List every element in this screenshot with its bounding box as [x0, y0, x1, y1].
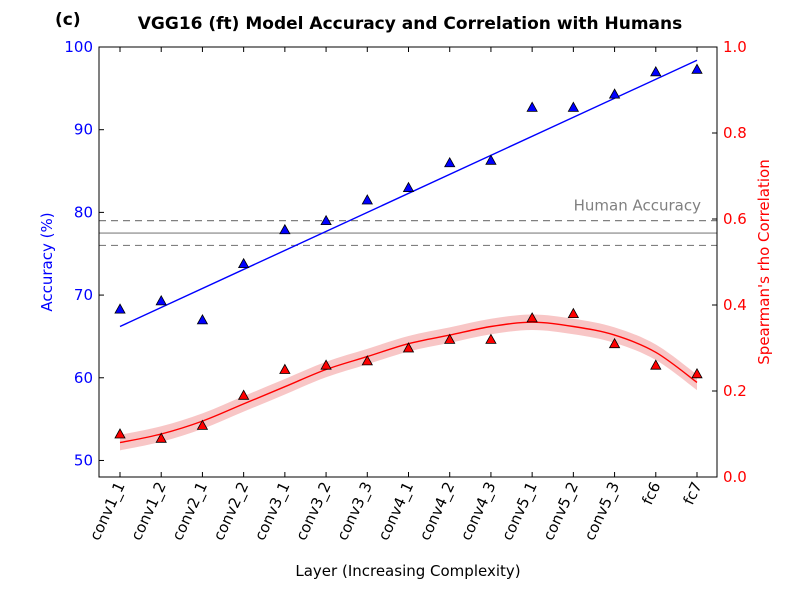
x-tick-label: conv1_2	[127, 479, 171, 544]
accuracy-marker	[650, 65, 662, 77]
y-right-tick-label: 0.2	[723, 382, 747, 400]
correlation-marker	[608, 337, 621, 349]
y-left-tick-label: 90	[74, 121, 93, 139]
x-tick-label: conv2_2	[210, 479, 254, 544]
confidence-band-layer	[120, 314, 697, 451]
correlation-marker	[320, 359, 332, 370]
correlation-marker	[237, 389, 250, 400]
correlation-marker	[196, 419, 209, 430]
y-left-tick-label: 60	[74, 369, 93, 387]
correlation-confidence-band	[120, 314, 697, 451]
accuracy-marker	[279, 223, 291, 235]
x-tick-label: fc6	[638, 479, 664, 508]
fit-lines	[119, 59, 698, 444]
correlation-marker	[155, 432, 167, 443]
y-left-tick-label: 80	[74, 203, 93, 221]
x-axis-label: Layer (Increasing Complexity)	[295, 562, 520, 580]
panel-label: (c)	[55, 10, 81, 30]
accuracy-marker	[361, 194, 373, 205]
data-markers	[114, 63, 703, 443]
x-tick-label: conv5_2	[539, 479, 583, 544]
accuracy-marker	[196, 314, 209, 325]
accuracy-marker	[526, 101, 538, 112]
x-tick-label: conv1_1	[86, 479, 130, 544]
y-axis-left-label: Accuracy (%)	[38, 212, 56, 311]
correlation-marker	[114, 428, 126, 439]
plot-frame	[98, 46, 718, 478]
accuracy-marker	[691, 63, 703, 74]
accuracy-fit-line	[119, 59, 698, 328]
y-left-tick-label: 70	[74, 286, 93, 304]
correlation-marker	[361, 355, 373, 366]
accuracy-marker	[114, 303, 126, 314]
accuracy-marker	[567, 101, 580, 112]
x-tick-label: conv2_1	[168, 479, 212, 544]
x-tick-label: conv5_1	[498, 479, 542, 544]
accuracy-marker	[444, 156, 456, 168]
accuracy-marker	[402, 181, 415, 192]
correlation-marker	[402, 342, 415, 353]
correlation-marker	[691, 367, 703, 379]
x-tick-label: conv3_2	[292, 479, 336, 544]
y-axis-right-label: Spearman's rho Correlation	[755, 159, 773, 364]
x-tick-label: conv4_3	[457, 479, 501, 544]
correlation-marker	[567, 307, 580, 319]
y-right-tick-label: 0.0	[723, 468, 747, 486]
correlation-marker	[526, 312, 538, 323]
x-tick-label: conv3_1	[251, 479, 295, 544]
human-accuracy-label: Human Accuracy	[574, 197, 701, 215]
x-tick-label: conv4_2	[416, 479, 460, 544]
x-tick-label: fc7	[680, 479, 706, 508]
y-left-tick-label: 100	[64, 38, 93, 56]
accuracy-marker	[485, 154, 497, 165]
x-tick-label: conv5_3	[581, 479, 625, 544]
x-tick-label: conv3_3	[333, 479, 377, 544]
y-right-tick-label: 0.8	[723, 124, 747, 142]
correlation-marker	[485, 333, 497, 344]
y-right-tick-label: 0.4	[723, 296, 747, 314]
y-right-tick-label: 1.0	[723, 38, 747, 56]
human-accuracy-reference	[99, 220, 717, 247]
accuracy-marker	[608, 88, 621, 99]
accuracy-marker	[320, 214, 332, 226]
y-right-tick-label: 0.6	[723, 210, 747, 228]
accuracy-marker	[155, 295, 167, 306]
correlation-marker	[279, 363, 291, 374]
correlation-marker	[444, 333, 456, 344]
accuracy-marker	[237, 257, 250, 269]
axes: 50607080901000.00.20.40.60.81.0conv1_1co…	[64, 38, 747, 544]
correlation-marker	[650, 359, 662, 370]
x-tick-label: conv4_1	[374, 479, 418, 544]
y-left-tick-label: 50	[74, 451, 93, 469]
chart-title: VGG16 (ft) Model Accuracy and Correlatio…	[138, 14, 683, 34]
